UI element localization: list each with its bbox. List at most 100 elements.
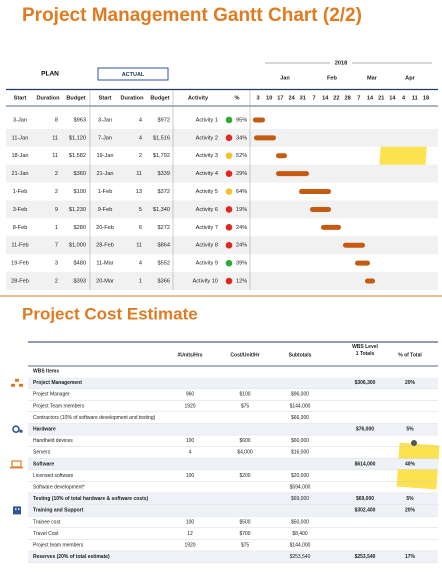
column-header: Budget (66, 95, 85, 101)
week-label: 17 (277, 95, 283, 101)
cell: Activity 5 (196, 189, 218, 195)
gantt-bar (254, 135, 276, 141)
cell: 20-Feb (96, 225, 114, 231)
cell: $864 (158, 243, 170, 249)
cell: 7 (55, 243, 58, 249)
cell: 1-Feb (98, 189, 113, 195)
cell: 8-Feb (13, 225, 28, 231)
cell: 11 (136, 171, 142, 177)
cell: 2 (139, 153, 142, 159)
icon (12, 425, 20, 434)
month-label: Feb (327, 75, 338, 81)
status-dot (225, 277, 233, 285)
cost-item: Software (33, 461, 54, 467)
cost-cell: $594,000 (290, 485, 311, 491)
cell: 3-Jan (98, 117, 112, 123)
cell: 28-Feb (96, 243, 114, 249)
cost-cell: $16,000 (291, 450, 309, 456)
year-bg (330, 59, 352, 67)
cost-cell: $200 (239, 473, 250, 479)
row-bg (6, 200, 438, 219)
cell: 19-Jan (96, 153, 113, 159)
cell: 11-Jan (12, 135, 29, 141)
icon (13, 506, 21, 515)
cell: 2 (55, 279, 58, 285)
cost-item: Handheld devices (33, 438, 73, 444)
cost-item: Licensed software (33, 473, 74, 479)
cell: $552 (158, 261, 170, 267)
status-dot (225, 259, 233, 267)
week-label: 14 (322, 95, 329, 101)
icon (15, 508, 17, 510)
week-label: 24 (288, 95, 295, 101)
month-label: Apr (405, 75, 415, 81)
cost-cell: 100 (186, 519, 195, 525)
cost-cell: $69,000 (356, 496, 374, 502)
cell: 19% (236, 207, 247, 213)
week-label: 3 (256, 95, 259, 101)
cell: $393 (74, 279, 86, 285)
cost-item: Testing (10% of total hardware & softwar… (33, 496, 149, 502)
cell: 5 (139, 207, 142, 213)
row-bg (6, 164, 438, 183)
icon (10, 467, 23, 469)
cell: 9-Feb (98, 207, 113, 213)
actual-button[interactable] (97, 67, 169, 81)
cell: Activity 7 (196, 225, 218, 231)
cost-item: Trainee cost (33, 519, 61, 525)
cell: 95% (236, 117, 247, 123)
group-bg (28, 423, 438, 435)
column-header: Cost/Unit/Hr (230, 352, 259, 358)
cost-cell: $8,400 (292, 531, 308, 537)
cost-item: Project Manager (33, 392, 70, 398)
year: 2018 (335, 60, 347, 66)
cell: Activity 1 (196, 117, 218, 123)
icon (18, 508, 20, 510)
cost-cell: 1920 (184, 403, 195, 409)
cell: $1,230 (69, 207, 86, 213)
cost-cell: 5% (406, 496, 414, 502)
cell: $480 (74, 261, 86, 267)
group-bg (28, 505, 438, 516)
cell: $272 (158, 225, 170, 231)
column-header: Duration (121, 95, 145, 101)
cell: $100 (74, 189, 86, 195)
cost-cell: $302,400 (355, 508, 376, 514)
status-dot (225, 188, 233, 195)
cost-cell: 4 (189, 450, 192, 456)
cell: 52% (236, 153, 247, 159)
cell: $372 (158, 189, 170, 195)
cell: $1,792 (153, 153, 170, 159)
cell: 34% (236, 135, 247, 141)
column-header: % (235, 95, 240, 101)
header-bg (6, 90, 438, 106)
week-label: 18 (423, 95, 429, 101)
cell: 9 (55, 207, 58, 213)
cell: 18-Jan (11, 153, 28, 159)
cell: 1 (55, 225, 58, 231)
cell: $1,582 (69, 153, 86, 159)
week-label: 7 (357, 95, 360, 101)
cost-cell: $50,000 (291, 519, 309, 525)
cell: 1 (139, 279, 142, 285)
status-dot (225, 206, 233, 213)
cell: 7-Jan (98, 135, 112, 141)
cost-cell: $75 (241, 543, 250, 549)
status-dot (225, 134, 233, 142)
cell: 4 (139, 261, 142, 267)
cell: 6 (139, 225, 142, 231)
icon (11, 383, 15, 387)
column-header: WBS Level 1 Totals (352, 344, 378, 357)
cell: 20-Mar (96, 279, 114, 285)
cost-cell: $100 (239, 392, 250, 398)
gantt-bar (299, 189, 331, 195)
cost-cell: 5% (406, 427, 414, 433)
week-label: 10 (266, 95, 272, 101)
week-label: 11 (412, 95, 418, 101)
gantt-bar (276, 171, 309, 177)
cost-cell: 960 (186, 392, 195, 398)
cost-item: Training and Support (33, 508, 84, 514)
group-bg (28, 551, 438, 563)
gantt-bar (343, 242, 365, 248)
